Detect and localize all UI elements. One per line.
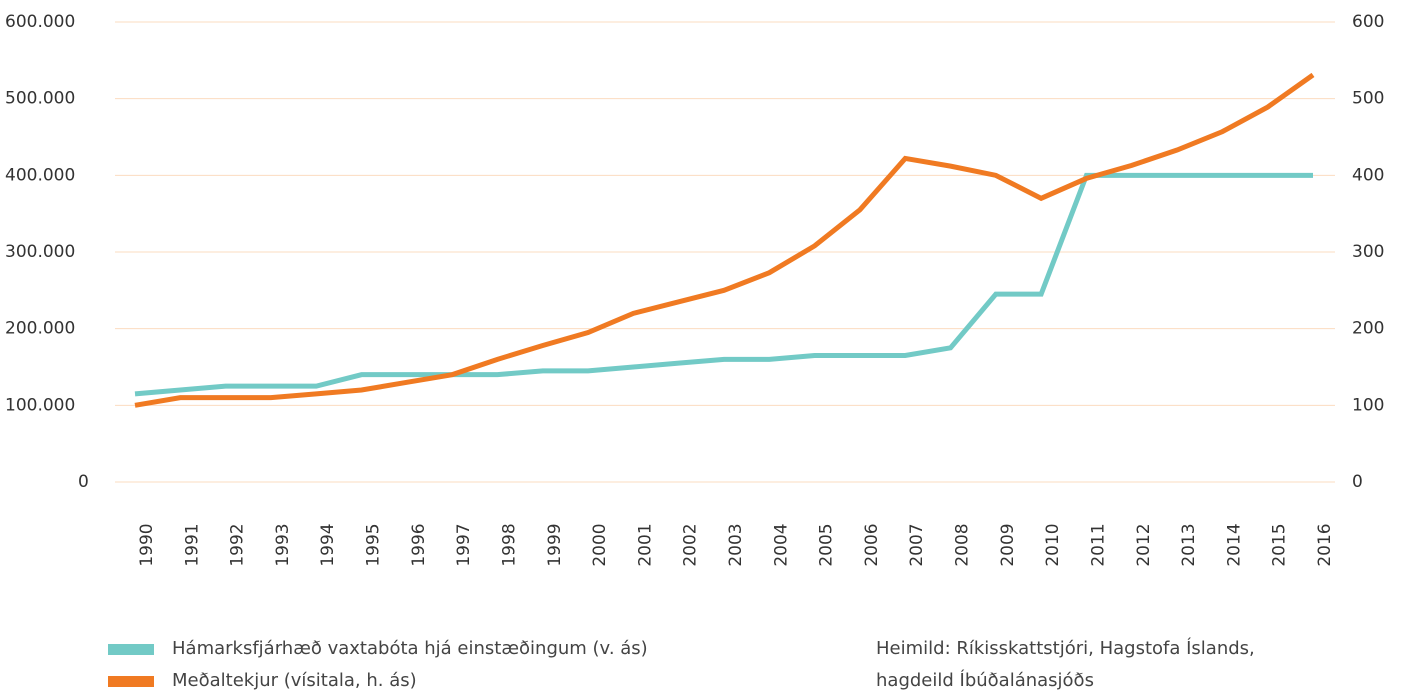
x-tick-label: 2010	[1043, 523, 1063, 566]
x-tick-label: 1991	[182, 523, 202, 566]
legend-label: Hámarksfjárhæð vaxtabóta hjá einstæðingu…	[172, 638, 648, 659]
source-note: Heimild: Ríkisskattstjóri, Hagstofa Ísla…	[876, 637, 1255, 659]
x-tick-label: 2013	[1179, 523, 1199, 566]
x-tick-label: 2000	[590, 523, 610, 566]
legend-swatch	[108, 676, 154, 687]
y2-tick-label: 0	[1352, 472, 1363, 492]
x-tick-label: 2009	[998, 523, 1018, 566]
x-tick-label: 2003	[726, 523, 746, 566]
y2-tick-label: 600	[1352, 12, 1384, 32]
x-tick-label: 1993	[273, 523, 293, 566]
x-tick-label: 2012	[1134, 523, 1154, 566]
y-tick-label: 200.000	[5, 319, 75, 339]
y2-tick-label: 200	[1352, 319, 1384, 339]
x-tick-label: 1996	[409, 523, 429, 566]
source-note: hagdeild Íbúðalánasjóðs	[876, 669, 1094, 691]
x-tick-label: 1995	[364, 523, 384, 566]
x-tick-label: 1992	[228, 523, 248, 566]
legend-swatch	[108, 644, 154, 655]
series-line	[134, 72, 1315, 408]
y2-tick-label: 400	[1352, 165, 1384, 185]
x-tick-label: 2011	[1088, 523, 1108, 566]
x-tick-label: 2001	[635, 523, 655, 566]
x-tick-label: 2016	[1315, 523, 1335, 566]
y-tick-label: 0	[78, 472, 89, 492]
y-tick-label: 400.000	[5, 165, 75, 185]
y-tick-label: 300.000	[5, 242, 75, 262]
y-tick-label: 100.000	[5, 395, 75, 415]
x-tick-label: 1999	[545, 523, 565, 566]
y-tick-label: 600.000	[5, 12, 75, 32]
x-tick-label: 2005	[817, 523, 837, 566]
x-tick-label: 2015	[1270, 523, 1290, 566]
y2-tick-label: 500	[1352, 89, 1384, 109]
y2-tick-label: 100	[1352, 395, 1384, 415]
x-tick-label: 2004	[771, 523, 791, 566]
x-tick-label: 1998	[499, 523, 519, 566]
series-line	[134, 172, 1313, 397]
y-tick-label: 500.000	[5, 89, 75, 109]
y2-tick-label: 300	[1352, 242, 1384, 262]
x-tick-label: 2014	[1224, 523, 1244, 566]
x-tick-label: 1994	[318, 523, 338, 566]
x-tick-label: 2002	[681, 523, 701, 566]
x-tick-label: 2008	[953, 523, 973, 566]
x-tick-label: 2007	[907, 523, 927, 566]
x-tick-label: 1997	[454, 523, 474, 566]
x-tick-label: 2006	[862, 523, 882, 566]
x-tick-label: 1990	[137, 523, 157, 566]
legend-label: Meðaltekjur (vísitala, h. ás)	[172, 670, 417, 691]
